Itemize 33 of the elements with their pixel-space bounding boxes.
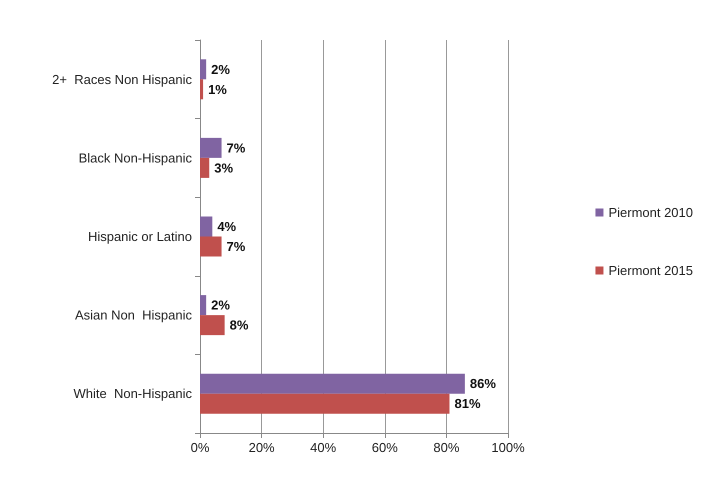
x-tick-label: 20% — [248, 440, 276, 455]
x-tick-label: 100% — [491, 440, 526, 455]
x-tick-label: 80% — [433, 440, 460, 455]
bar — [200, 216, 212, 236]
bar — [200, 295, 206, 316]
y-tick-label: 2+ Races Non Hispanic — [52, 72, 192, 87]
y-tick-label: Hispanic or Latino — [88, 229, 192, 244]
x-tick-label: 40% — [310, 440, 337, 455]
y-tick-label: White Non-Hispanic — [74, 386, 192, 402]
x-tick-label: 60% — [372, 440, 398, 455]
y-tick-label: Asian Non Hispanic — [74, 308, 192, 323]
data-label: 7% — [226, 140, 246, 156]
bar — [200, 138, 222, 158]
data-label: 2% — [211, 298, 230, 313]
bar — [200, 315, 225, 336]
data-label: 8% — [230, 318, 249, 333]
data-label: 81% — [454, 396, 481, 412]
bar — [200, 236, 222, 256]
data-label: 86% — [470, 376, 496, 392]
data-label: 7% — [226, 239, 246, 254]
x-tick-label: 0% — [190, 440, 210, 455]
bar — [200, 394, 450, 414]
data-label: 2% — [211, 62, 230, 77]
bar — [200, 79, 204, 100]
legend-label: Piermont 2010 — [608, 205, 694, 220]
bar — [200, 158, 210, 178]
y-tick-label: Black Non-Hispanic — [78, 150, 192, 166]
data-label: 1% — [208, 82, 228, 97]
data-label: 3% — [214, 160, 234, 176]
data-label: 4% — [217, 219, 237, 234]
bar — [200, 59, 206, 80]
bar — [200, 374, 465, 394]
legend-label: Piermont 2015 — [608, 263, 694, 278]
